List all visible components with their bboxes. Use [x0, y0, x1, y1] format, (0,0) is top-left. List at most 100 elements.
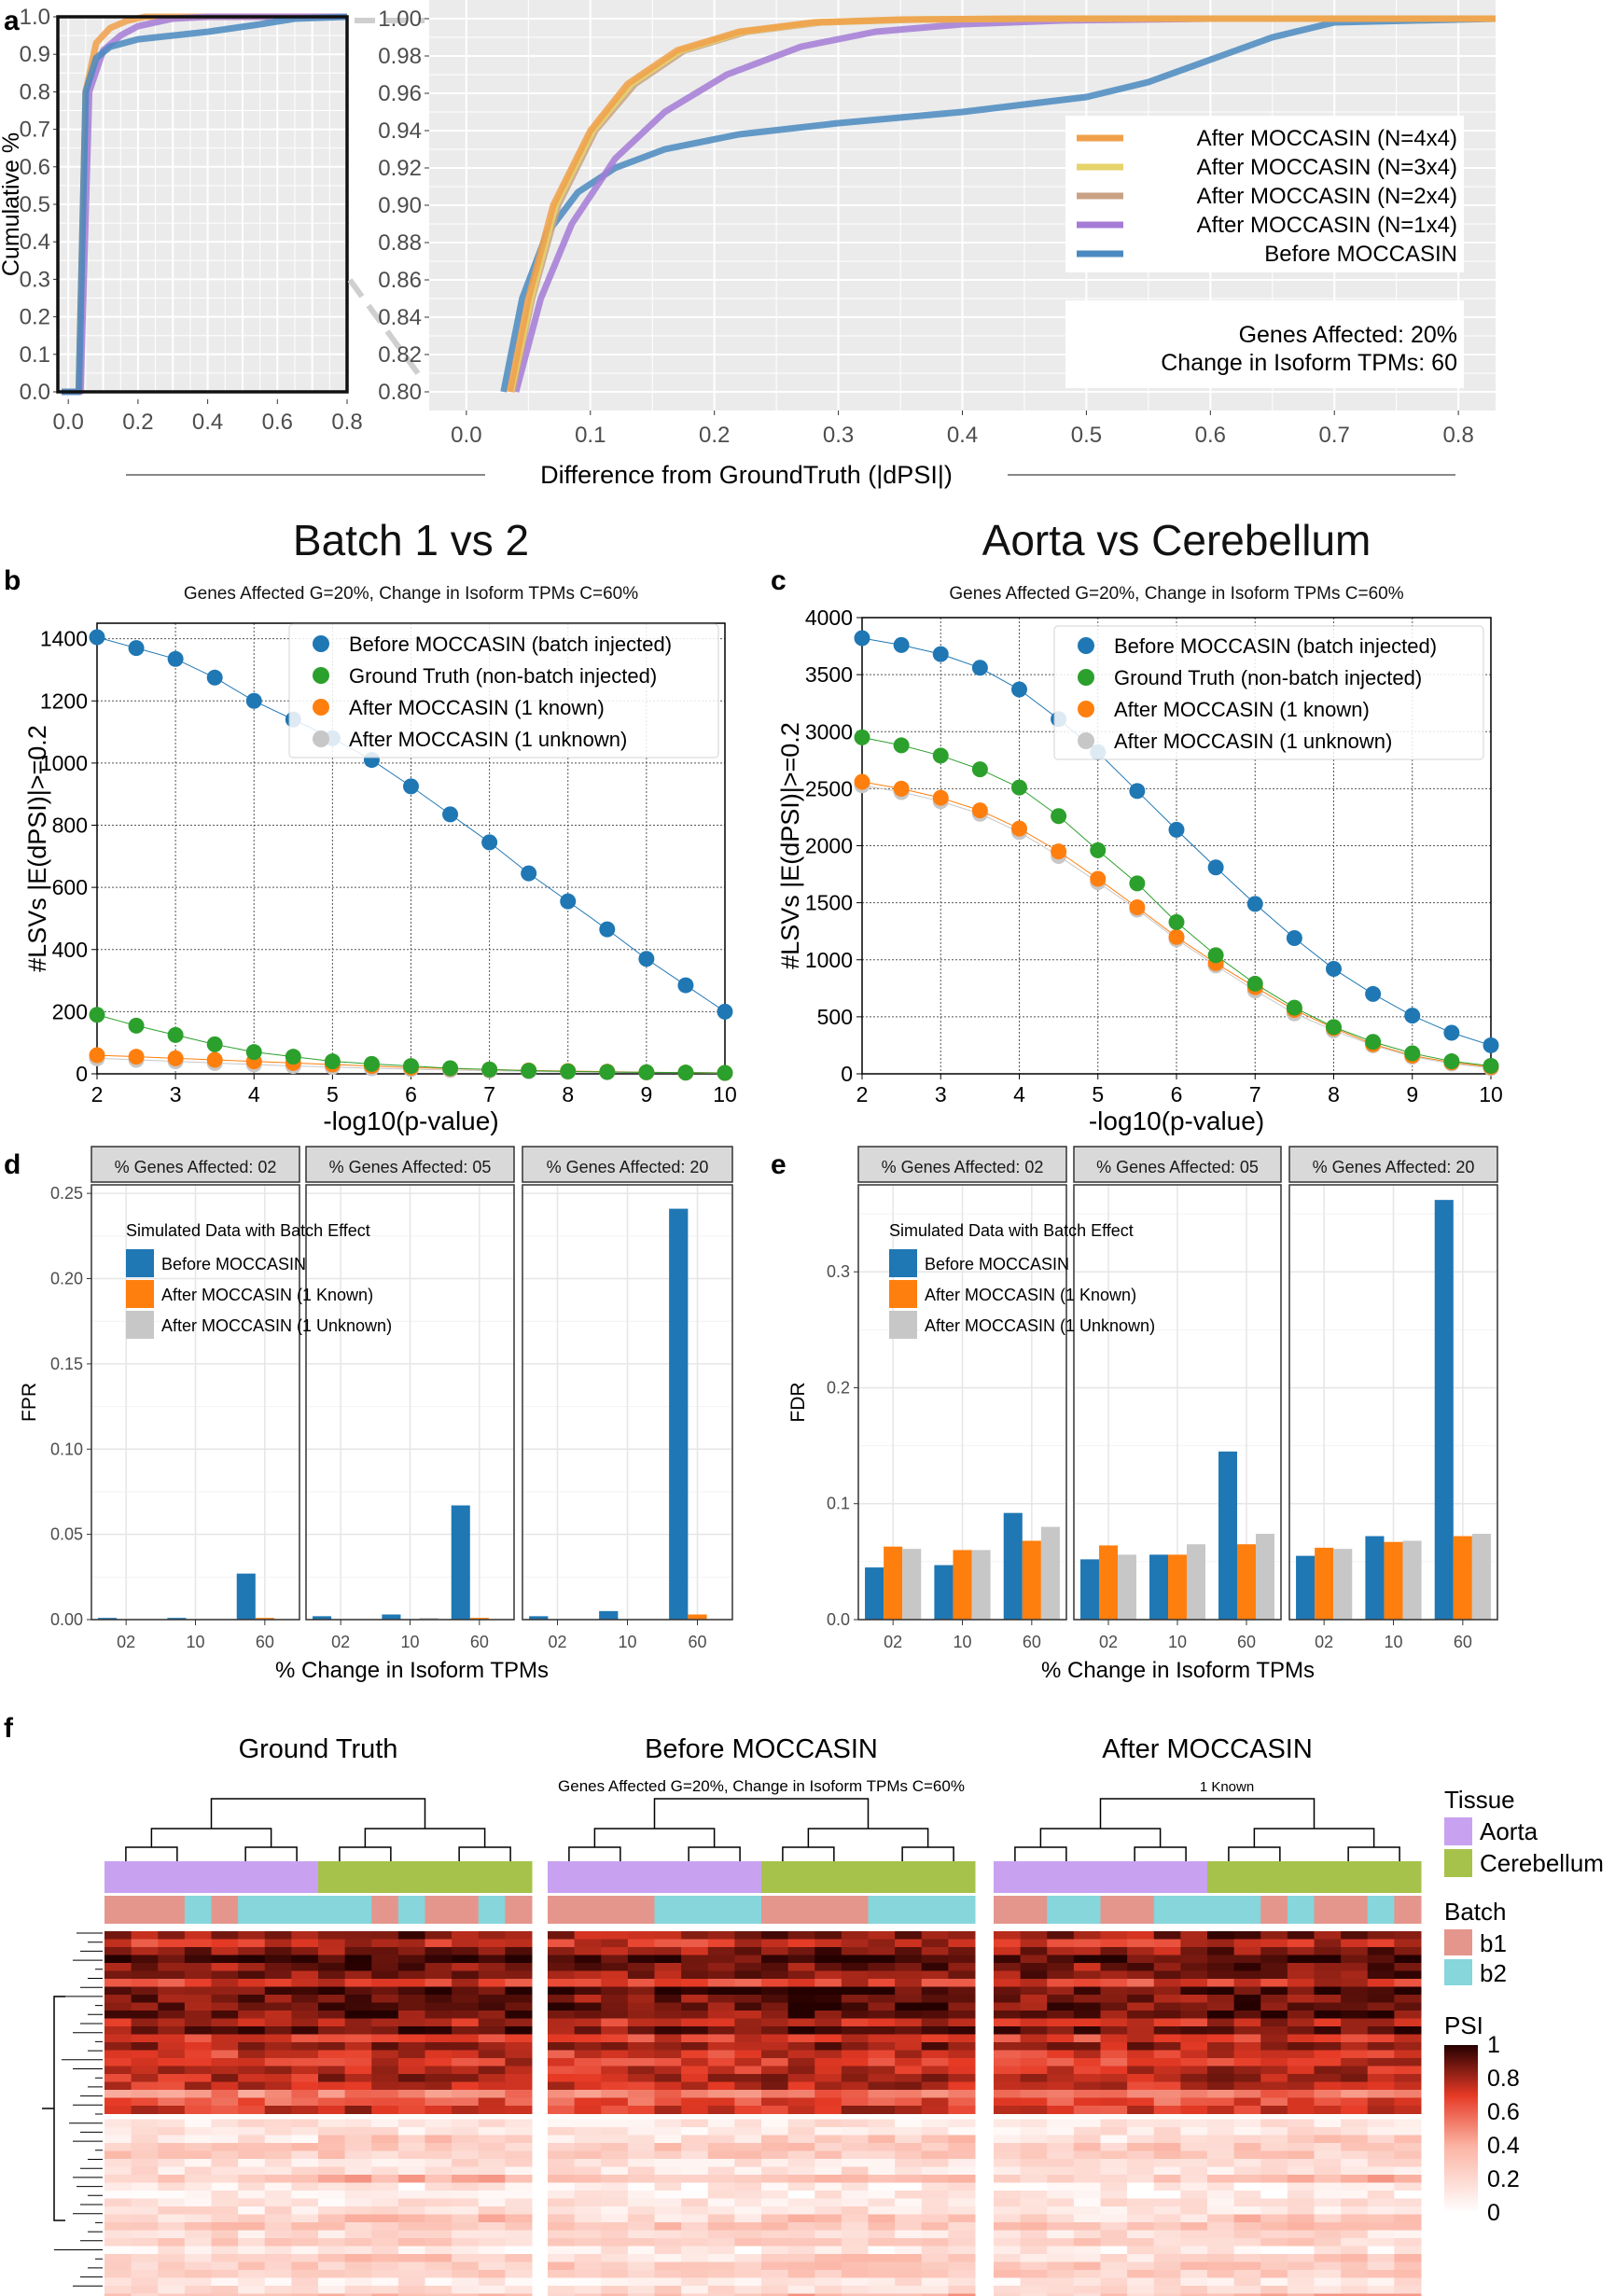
d-facet-label: % Genes Affected: 05: [329, 1158, 492, 1176]
e-bar: [1149, 1554, 1169, 1620]
f-heatmap-cell: [1073, 2286, 1101, 2294]
f-heatmap-cell: [1314, 2034, 1342, 2043]
f-heatmap-cell: [868, 2159, 896, 2167]
f-heatmap-cell: [654, 2166, 682, 2176]
f-heatmap-cell: [841, 1947, 869, 1955]
f-heatmap-cell: [1100, 1939, 1128, 1948]
f-heatmap-cell: [548, 2135, 576, 2144]
f-heatmap-cell: [1047, 2261, 1075, 2271]
c-xlabel: -log10(p-value): [1089, 1106, 1264, 1135]
f-heatmap-cell: [814, 1939, 842, 1948]
f-heatmap-cell: [681, 2230, 709, 2239]
f-heatmap-cell: [574, 2097, 602, 2107]
f-heatmap-cell: [264, 2026, 292, 2035]
f-heatmap-cell: [104, 2042, 132, 2051]
f-heatmap-cell: [238, 2214, 266, 2223]
f-heatmap-cell: [868, 2090, 896, 2098]
c-point: [1168, 913, 1185, 930]
f-heatmap-cell: [1047, 2222, 1075, 2231]
f-heatmap-cell: [1367, 1995, 1395, 2003]
b-ylabel: #LSVs |E(dPSI)|>=0.2: [23, 725, 51, 972]
f-heatmap-cell: [1260, 2246, 1288, 2255]
f-heatmap-cell: [1020, 2026, 1048, 2035]
f-heatmap-cell: [1314, 2182, 1342, 2192]
f-heatmap-cell: [548, 1931, 576, 1940]
f-heatmap-cell: [238, 2270, 266, 2278]
f-heatmap-cell: [1047, 2230, 1075, 2239]
f-heatmap-cell: [184, 1947, 212, 1955]
f-heatmap-cell: [371, 2066, 399, 2075]
f-heatmap-cell: [1180, 1939, 1208, 1948]
f-heatmap-cell: [478, 2214, 506, 2223]
f-heatmap-cell: [787, 2150, 815, 2160]
f-heatmap-cell: [318, 2143, 346, 2151]
f-heatmap-cell: [397, 1931, 425, 1940]
f-heatmap-cell: [814, 1955, 842, 1964]
f-heatmap-cell: [841, 2026, 869, 2035]
b-xtick-label: 3: [170, 1082, 182, 1106]
f-heatmap-cell: [921, 2254, 949, 2262]
f-heatmap-cell: [761, 1955, 789, 1964]
f-heatmap-cell: [397, 2206, 425, 2215]
f-heatmap-cell: [397, 1939, 425, 1948]
f-heatmap-cell: [548, 1955, 576, 1964]
b-point: [717, 1065, 733, 1081]
f-heatmap-cell: [574, 1963, 602, 1971]
f-heatmap-cell: [1287, 2074, 1315, 2082]
f-heatmap-cell: [371, 2018, 399, 2027]
f-heatmap-cell: [787, 2058, 815, 2066]
b-ytick-label: 0: [76, 1062, 88, 1086]
f-heatmap-cell: [994, 2214, 1022, 2223]
f-heatmap-cell: [994, 2119, 1022, 2128]
d-xtick-label: 60: [470, 1633, 489, 1651]
f-heatmap-cell: [104, 2191, 132, 2199]
f-heatmap-cell: [1180, 2214, 1208, 2223]
f-heatmap-cell: [707, 2058, 735, 2066]
f-batch-cell: [371, 1896, 399, 1924]
f-heatmap-cell: [131, 1955, 159, 1964]
f-heatmap-cell: [948, 2254, 976, 2262]
f-heatmap-cell: [291, 2198, 319, 2207]
f-heatmap-cell: [425, 2159, 452, 2167]
f-heatmap-cell: [104, 2018, 132, 2027]
e-xtick-label: 60: [1023, 1633, 1041, 1651]
f-heatmap-cell: [1260, 2175, 1288, 2183]
f-heatmap-cell: [264, 2081, 292, 2091]
f-heatmap-cell: [478, 2286, 506, 2294]
f-dendrogram-top: [653, 1798, 870, 1829]
f-heatmap-cell: [397, 1995, 425, 2003]
f-heatmap-cell: [238, 2119, 266, 2128]
f-heatmap-cell: [1047, 2175, 1075, 2183]
f-heatmap-cell: [948, 1955, 976, 1964]
e-bar: [1296, 1555, 1316, 1620]
f-heatmap-cell: [1020, 2074, 1048, 2082]
f-heatmap-cell: [1287, 1947, 1315, 1955]
f-heatmap-cell: [397, 2198, 425, 2207]
f-heatmap-cell: [1314, 1963, 1342, 1971]
f-heatmap-cell: [505, 2214, 533, 2223]
b-xtick-label: 8: [562, 1082, 574, 1106]
f-heatmap-cell: [238, 2166, 266, 2176]
f-heatmap-cell: [1020, 1979, 1048, 1987]
f-heatmap-cell: [238, 2175, 266, 2183]
f-heatmap-cell: [1153, 2293, 1181, 2296]
f-heatmap-cell: [654, 2106, 682, 2114]
f-heatmap-cell: [601, 2277, 629, 2287]
f-tissue-cell: [1314, 1861, 1342, 1893]
f-heatmap-cell: [1047, 2277, 1075, 2287]
f-heatmap-cell: [238, 1963, 266, 1971]
f-heatmap-cell: [211, 2150, 239, 2160]
f-heatmap-cell: [574, 2261, 602, 2271]
f-heatmap-cell: [654, 2058, 682, 2066]
f-heatmap-cell: [184, 2175, 212, 2183]
f-heatmap-cell: [371, 2143, 399, 2151]
f-heatmap-cell: [264, 2018, 292, 2027]
f-heatmap-cell: [1207, 2034, 1235, 2043]
f-heatmap-cell: [1020, 2127, 1048, 2136]
f-heatmap-cell: [184, 2182, 212, 2192]
f-heatmap-cell: [1314, 2222, 1342, 2231]
f-legend-tissue-label: Cerebellum: [1480, 1849, 1604, 1877]
f-heatmap-cell: [478, 1970, 506, 1980]
b-ytick-label: 1400: [40, 627, 88, 651]
f-heatmap-cell: [1180, 1995, 1208, 2003]
